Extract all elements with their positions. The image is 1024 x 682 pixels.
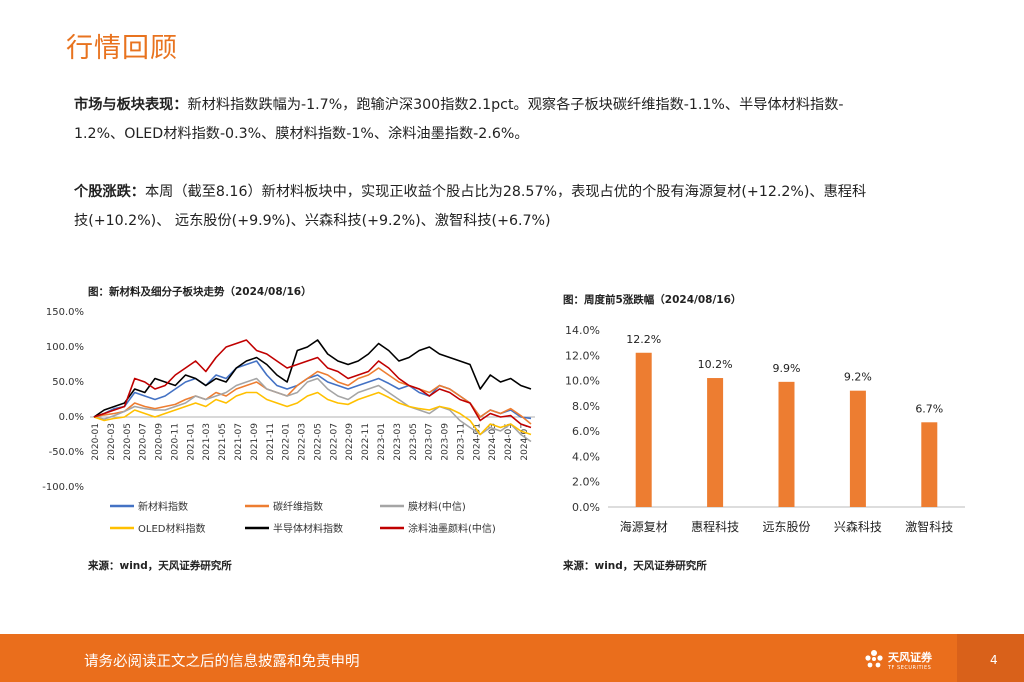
bar xyxy=(635,352,652,507)
market-performance-text-2: 1.2%、OLED材料指数-0.3%、膜材料指数-1%、涂料油墨指数-2.6%。 xyxy=(74,126,529,142)
series-line xyxy=(93,391,532,436)
y-tick-label: -100.0% xyxy=(42,482,84,493)
x-tick-label: 2024-07 xyxy=(520,423,530,461)
y-tick-label: -50.0% xyxy=(49,447,84,458)
x-category-label: 远东股份 xyxy=(762,520,810,534)
x-tick-label: 2021-01 xyxy=(186,423,196,461)
y-tick-label: 50.0% xyxy=(52,377,84,388)
x-tick-label: 2023-07 xyxy=(425,423,435,461)
x-tick-label: 2023-05 xyxy=(409,423,419,461)
x-tick-label: 2024-03 xyxy=(488,423,498,461)
legend-label: 膜材料(中信) xyxy=(408,500,466,513)
y-tick-label: 14.0% xyxy=(565,324,600,337)
y-tick-label: 0.0% xyxy=(572,501,600,514)
bar xyxy=(778,381,795,507)
market-performance-paragraph: 市场与板块表现：新材料指数跌幅为-1.7%，跑输沪深300指数2.1pct。观察… xyxy=(74,91,954,149)
x-tick-label: 2024-01 xyxy=(472,423,482,461)
x-category-label: 惠程科技 xyxy=(691,519,739,534)
x-tick-label: 2024-05 xyxy=(504,423,514,461)
tf-securities-logo xyxy=(865,650,883,668)
y-tick-label: 10.0% xyxy=(565,375,600,388)
bar-data-label: 9.9% xyxy=(773,362,801,375)
x-tick-label: 2021-03 xyxy=(202,423,212,461)
market-performance-label: 市场与板块表现： xyxy=(74,97,188,113)
disclaimer-text: 请务必阅读正文之后的信息披露和免责申明 xyxy=(84,654,360,670)
x-tick-label: 2020-11 xyxy=(170,423,180,461)
page-number-box xyxy=(957,634,1024,682)
bar xyxy=(707,378,724,507)
x-tick-label: 2022-07 xyxy=(329,423,339,461)
bar-data-label: 10.2% xyxy=(698,358,733,371)
bar-data-label: 6.7% xyxy=(915,402,943,415)
x-tick-label: 2022-09 xyxy=(345,423,355,461)
bar-data-label: 12.2% xyxy=(626,333,661,346)
y-tick-label: 0.0% xyxy=(59,412,84,423)
x-tick-label: 2020-01 xyxy=(91,423,101,461)
y-tick-label: 8.0% xyxy=(572,400,600,413)
stock-movement-label: 个股涨跌： xyxy=(74,184,145,200)
y-tick-label: 2.0% xyxy=(572,476,600,489)
series-line xyxy=(93,339,532,429)
line-chart-source: 来源：wind，天风证券研究所 xyxy=(88,560,232,572)
bar xyxy=(849,390,866,507)
x-tick-label: 2022-11 xyxy=(361,423,371,461)
y-tick-label: 6.0% xyxy=(572,425,600,438)
x-tick-label: 2023-11 xyxy=(456,423,466,461)
footer-bar xyxy=(0,634,1024,682)
x-tick-label: 2020-05 xyxy=(123,423,133,461)
x-tick-label: 2022-03 xyxy=(298,423,308,461)
legend-label: 新材料指数 xyxy=(138,500,188,513)
page-number: 4 xyxy=(990,653,998,667)
x-category-label: 激智科技 xyxy=(905,519,953,534)
y-tick-label: 12.0% xyxy=(565,349,600,362)
x-tick-label: 2021-09 xyxy=(250,423,260,461)
stock-movement-text-2: 技(+10.2%)、 远东股份(+9.9%)、兴森科技(+9.2%)、激智科技(… xyxy=(74,213,551,229)
line-chart-caption: 图：新材料及细分子板块走势（2024/08/16） xyxy=(88,286,312,298)
logo-subtext: TF SECURITIES xyxy=(888,665,932,671)
bar-data-label: 9.2% xyxy=(844,371,872,384)
market-performance-text-1: 新材料指数跌幅为-1.7%，跑输沪深300指数2.1pct。观察各子板块碳纤维指… xyxy=(187,97,844,113)
x-tick-label: 2023-01 xyxy=(377,423,387,461)
legend-label: 涂料油墨颜料(中信) xyxy=(408,522,496,535)
series-line xyxy=(93,339,532,418)
bar-chart: 14.0% 12.0% 10.0% 8.0% 6.0% 4.0% 2.0% 0.0% 12.2%… xyxy=(565,324,965,534)
x-tick-label: 2021-11 xyxy=(266,423,276,461)
x-category-label: 海源复材 xyxy=(620,519,668,534)
x-tick-label: 2022-01 xyxy=(282,423,292,461)
series-line xyxy=(93,367,532,425)
legend-label: OLED材料指数 xyxy=(138,522,205,535)
x-tick-label: 2023-03 xyxy=(393,423,403,461)
x-tick-label: 2020-07 xyxy=(139,423,149,461)
bar xyxy=(921,422,938,507)
x-tick-label: 2021-07 xyxy=(234,423,244,461)
x-tick-label: 2020-03 xyxy=(107,423,117,461)
page-title: 行情回顾 xyxy=(66,33,178,64)
legend-label: 碳纤维指数 xyxy=(273,500,323,513)
series-line xyxy=(93,377,532,443)
bar-chart-source: 来源：wind，天风证券研究所 xyxy=(563,560,707,572)
legend-label: 半导体材料指数 xyxy=(273,522,343,535)
y-tick-label: 100.0% xyxy=(46,342,84,353)
stock-movement-paragraph: 个股涨跌：本周（截至8.16）新材料板块中，实现正收益个股占比为28.57%，表… xyxy=(74,178,954,236)
x-tick-label: 2020-09 xyxy=(155,423,165,461)
x-tick-label: 2021-05 xyxy=(218,423,228,461)
stock-movement-text-1: 本周（截至8.16）新材料板块中，实现正收益个股占比为28.57%，表现占优的个… xyxy=(144,184,867,200)
y-tick-label: 4.0% xyxy=(572,450,600,463)
line-chart: 150.0% 100.0% 50.0% 0.0% -50.0% -100.0% 2020-0… xyxy=(42,307,535,535)
bar-chart-caption: 图：周度前5涨跌幅（2024/08/16） xyxy=(563,294,742,306)
y-tick-label: 150.0% xyxy=(46,307,84,318)
x-tick-label: 2023-09 xyxy=(441,423,451,461)
logo-text: 天风证券 xyxy=(888,651,932,664)
x-category-label: 兴森科技 xyxy=(834,519,882,534)
x-tick-label: 2022-05 xyxy=(313,423,323,461)
